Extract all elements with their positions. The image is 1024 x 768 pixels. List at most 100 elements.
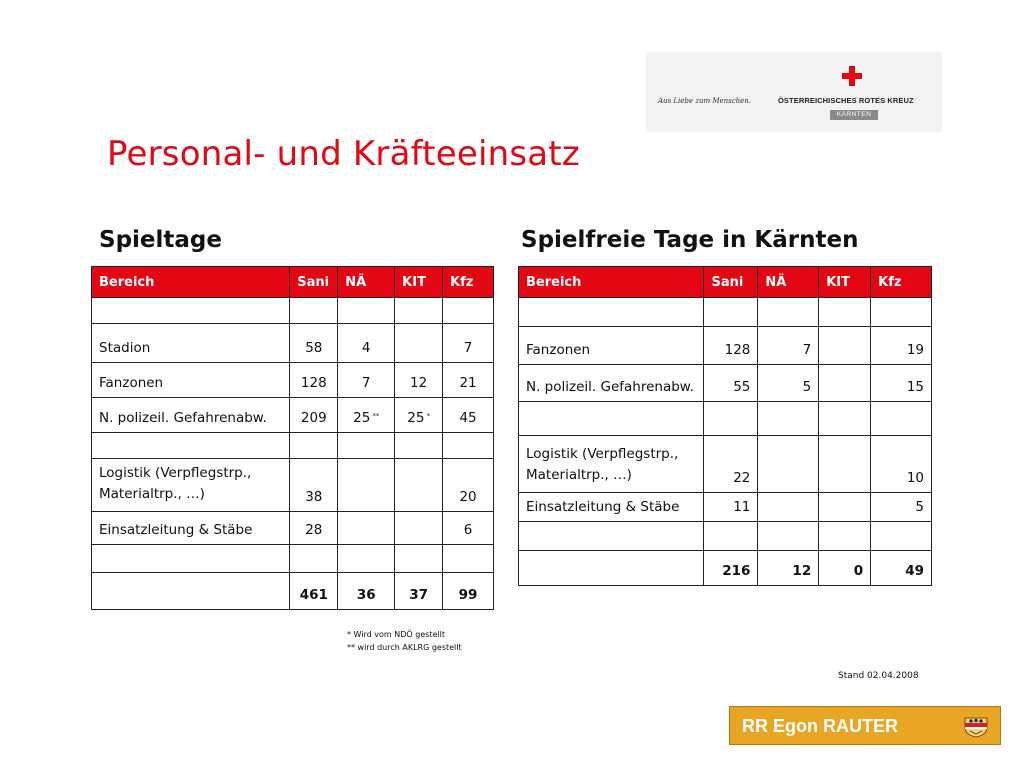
header-sani: Sani: [289, 266, 339, 298]
footnote-mark: *: [426, 412, 430, 420]
cell-na: [757, 521, 820, 551]
cell-sani: [289, 432, 339, 459]
cell-bereich: Fanzonen: [90, 362, 291, 398]
cell-bereich: [90, 432, 291, 459]
footnote: * Wird vom NDÖ gestellt: [347, 630, 446, 639]
table-row: Logistik (Verpflegstrp., Materialtrp., ……: [517, 435, 932, 493]
cell-sani: 58: [289, 323, 339, 363]
section-title-spielfreie-tage: Spielfreie Tage in Kärnten: [521, 227, 859, 253]
cell-bereich: N. polizeil. Gefahrenabw.: [517, 364, 705, 402]
table-total-row: 461 36 37 99: [90, 572, 494, 610]
table-row: Einsatzleitung & Stäbe 28 6: [90, 511, 494, 545]
cell-kfz: [870, 521, 932, 551]
cell-kit: [394, 544, 444, 573]
table-total-row: 216 12 0 49: [517, 550, 932, 586]
header-sani: Sani: [703, 266, 759, 298]
cell-kit: 25 *: [394, 397, 444, 433]
cell-value: 25: [407, 410, 425, 426]
cell-bereich: [90, 544, 291, 573]
cell-total-kfz: 49: [870, 550, 932, 586]
red-cross-logo: Aus Liebe zum Menschen. ÖSTERREICHISCHES…: [646, 52, 942, 132]
footnote: ** wird durch AKLRG gestellt: [347, 643, 462, 652]
cell-total-sani: 461: [289, 572, 339, 610]
table-row: [517, 521, 932, 551]
cell-na: [757, 297, 820, 327]
cell-na: 7: [337, 362, 396, 398]
cell-total-kfz: 99: [442, 572, 494, 610]
cell-kfz: 21: [442, 362, 494, 398]
cell-na: [337, 458, 396, 512]
cell-sani: [703, 521, 759, 551]
cell-sani: 11: [703, 492, 759, 522]
cell-na: [757, 492, 820, 522]
cell-sani: 28: [289, 511, 339, 545]
cell-kit: [394, 511, 444, 545]
cell-sani: 128: [289, 362, 339, 398]
cell-kit: [818, 364, 872, 402]
coat-of-arms-icon: [964, 717, 988, 738]
cell-na: [337, 297, 396, 324]
table-row: [517, 297, 932, 327]
cell-bereich: [517, 550, 705, 586]
cell-bereich: N. polizeil. Gefahrenabw.: [90, 397, 291, 433]
cell-kit: [394, 432, 444, 459]
cell-kfz: 45: [442, 397, 494, 433]
author-badge: RR Egon RAUTER: [729, 706, 1001, 745]
cell-bereich: Stadion: [90, 323, 291, 363]
cell-kfz: [870, 297, 932, 327]
cell-na: [337, 511, 396, 545]
cell-total-sani: 216: [703, 550, 759, 586]
cell-kit: 12: [394, 362, 444, 398]
cell-kfz: 19: [870, 326, 932, 365]
cell-na: 25 **: [337, 397, 396, 433]
table-spieltage: Bereich Sani NÄ KIT Kfz Stadion 58 4 7 F…: [90, 266, 494, 610]
cell-bereich: Logistik (Verpflegstrp., Materialtrp., ……: [517, 435, 705, 493]
header-kfz: Kfz: [442, 266, 494, 298]
cell-kfz: 10: [870, 435, 932, 493]
cell-sani: [289, 544, 339, 573]
cell-kfz: [870, 401, 932, 436]
cell-bereich: [517, 297, 705, 327]
cell-sani: 38: [289, 458, 339, 512]
cell-kfz: 15: [870, 364, 932, 402]
cell-sani: 209: [289, 397, 339, 433]
table-row: Logistik (Verpflegstrp., Materialtrp., ……: [90, 458, 494, 512]
stand-date: Stand 02.04.2008: [838, 671, 919, 681]
cell-na: 5: [757, 364, 820, 402]
cell-bereich: Fanzonen: [517, 326, 705, 365]
cell-total-na: 36: [337, 572, 396, 610]
cell-value: 25: [353, 410, 371, 426]
cell-kit: [394, 297, 444, 324]
table-row: Einsatzleitung & Stäbe 11 5: [517, 492, 932, 522]
author-name: RR Egon RAUTER: [742, 716, 898, 736]
logo-organization: ÖSTERREICHISCHES ROTES KREUZ: [778, 96, 914, 105]
cell-bereich: Einsatzleitung & Stäbe: [517, 492, 705, 522]
logo-slogan: Aus Liebe zum Menschen.: [658, 97, 752, 105]
table-row: Fanzonen 128 7 12 21: [90, 362, 494, 398]
cell-kit: [818, 326, 872, 365]
cell-kfz: [442, 297, 494, 324]
cell-sani: [289, 297, 339, 324]
footnotes: * Wird vom NDÖ gestellt ** wird durch AK…: [347, 628, 462, 654]
page-title: Personal- und Kräfteeinsatz: [107, 134, 580, 174]
cell-na: 4: [337, 323, 396, 363]
cell-kit: [818, 492, 872, 522]
cell-kfz: 7: [442, 323, 494, 363]
cell-total-kit: 37: [394, 572, 444, 610]
table-row: [517, 401, 932, 436]
cell-bereich: Logistik (Verpflegstrp., Materialtrp., ……: [90, 458, 291, 512]
cell-kfz: 5: [870, 492, 932, 522]
cell-sani: 55: [703, 364, 759, 402]
logo-region: KÄRNTEN: [830, 110, 878, 120]
cell-kit: [394, 458, 444, 512]
cell-sani: 128: [703, 326, 759, 365]
cell-kit: [818, 521, 872, 551]
cell-na: [757, 401, 820, 436]
cell-bereich: [90, 572, 291, 610]
cell-bereich: [517, 401, 705, 436]
cell-kit: [818, 435, 872, 493]
header-kit: KIT: [818, 266, 872, 298]
header-kit: KIT: [394, 266, 444, 298]
section-title-spieltage: Spieltage: [99, 227, 222, 253]
cell-kfz: 6: [442, 511, 494, 545]
